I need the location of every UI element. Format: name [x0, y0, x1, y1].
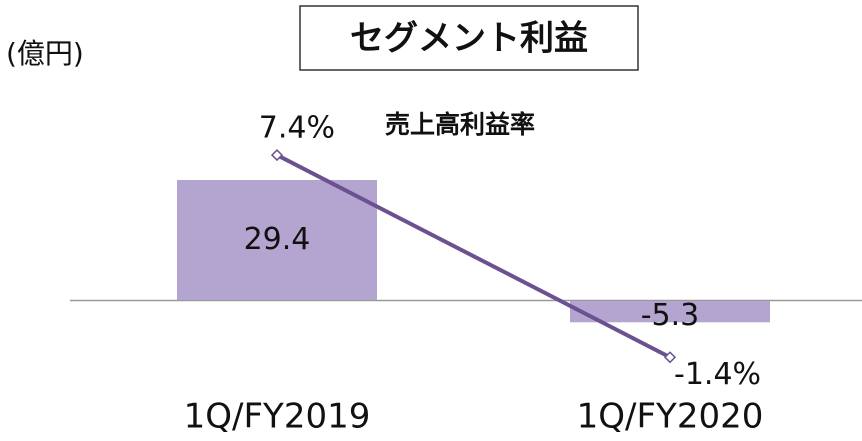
line-value-label: -1.4% — [674, 357, 761, 392]
bar-value-label: 29.4 — [244, 222, 311, 257]
bar — [570, 300, 770, 323]
x-tick-label: 1Q/FY2019 — [184, 397, 371, 437]
line-marker — [663, 351, 677, 364]
title-box — [299, 5, 639, 71]
x-tick-label: 1Q/FY2020 — [577, 397, 764, 437]
bar — [177, 179, 377, 301]
line — [276, 153, 671, 360]
line-value-label: 7.4% — [259, 111, 335, 146]
series-name: 売上高利益率 — [385, 110, 535, 139]
unit-label: (億円) — [6, 37, 84, 70]
line-marker — [270, 149, 284, 162]
chart-title: セグメント利益 — [350, 19, 588, 59]
bar-value-label: -5.3 — [641, 298, 700, 333]
